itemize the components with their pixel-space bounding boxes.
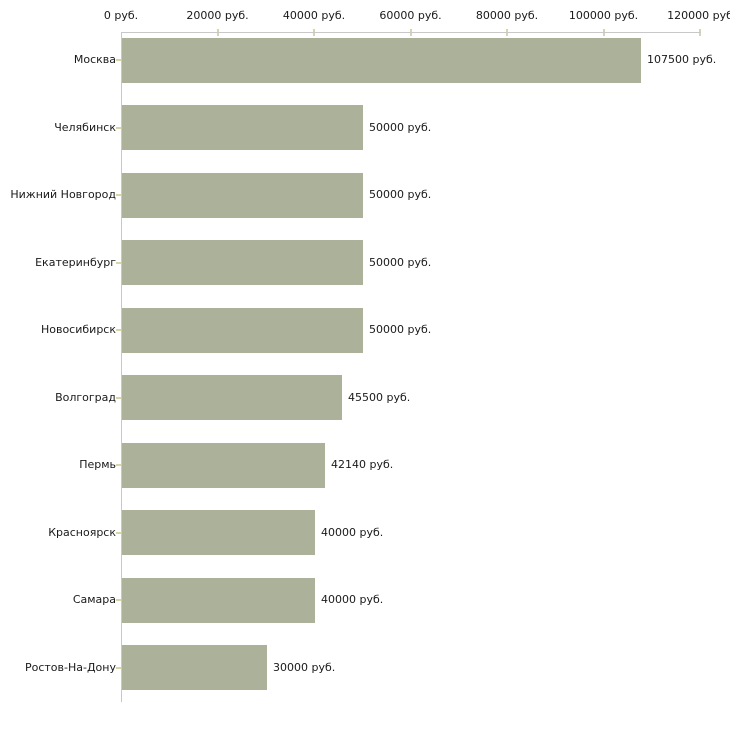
y-axis-line <box>121 32 122 702</box>
bar[interactable] <box>122 375 342 420</box>
x-axis-tick-label: 60000 руб. <box>379 9 442 22</box>
value-label: 107500 руб. <box>647 53 717 66</box>
x-axis-line <box>121 32 701 33</box>
bar[interactable] <box>122 105 363 150</box>
bar[interactable] <box>122 172 363 218</box>
bar[interactable] <box>122 442 325 488</box>
x-axis-tick-label: 0 руб. <box>103 9 139 22</box>
category-label: Нижний Новгород <box>10 188 116 201</box>
bar[interactable] <box>122 577 315 623</box>
y-axis-tick-mark <box>116 666 121 669</box>
y-axis-tick-mark <box>116 396 121 399</box>
y-axis-tick-mark <box>116 329 121 331</box>
y-axis-tick-mark <box>116 261 121 264</box>
bar[interactable] <box>122 240 363 285</box>
category-label: Ростов-На-Дону <box>24 660 116 674</box>
bar[interactable] <box>122 645 267 690</box>
x-axis-tick-label: 120000 руб <box>667 9 730 22</box>
y-axis-tick-mark <box>116 59 121 61</box>
category-label: Челябинск <box>54 120 116 134</box>
x-axis-tick-label: 20000 руб. <box>186 9 249 22</box>
bar[interactable] <box>122 510 315 555</box>
value-label: 45500 руб. <box>348 390 411 404</box>
category-label: Самара <box>72 593 116 606</box>
category-label: Красноярск <box>48 525 116 539</box>
category-label: Екатеринбург <box>35 255 116 269</box>
x-axis-tick-label: 100000 руб. <box>568 9 639 22</box>
category-label: Волгоград <box>55 390 116 404</box>
y-axis-tick-mark <box>116 194 121 196</box>
y-axis-tick-mark <box>116 599 121 601</box>
category-label: Москва <box>73 53 116 66</box>
bar[interactable] <box>122 307 363 353</box>
value-label: 30000 руб. <box>273 660 336 674</box>
value-label: 50000 руб. <box>369 120 432 134</box>
value-label: 50000 руб. <box>369 255 432 269</box>
value-label: 50000 руб. <box>369 323 432 336</box>
value-label: 40000 руб. <box>321 593 384 606</box>
y-axis-tick-mark <box>116 531 121 534</box>
bar[interactable] <box>122 37 641 83</box>
value-label: 50000 руб. <box>369 188 432 201</box>
y-axis-tick-mark <box>116 126 121 129</box>
value-label: 40000 руб. <box>321 525 384 539</box>
x-axis-tick-label: 80000 руб. <box>475 9 539 22</box>
category-label: Пермь <box>79 458 116 471</box>
category-label: Новосибирск <box>40 323 116 336</box>
x-axis-tick-label: 40000 руб. <box>282 9 346 22</box>
y-axis-tick-mark <box>116 464 121 466</box>
value-label: 42140 руб. <box>331 458 394 471</box>
